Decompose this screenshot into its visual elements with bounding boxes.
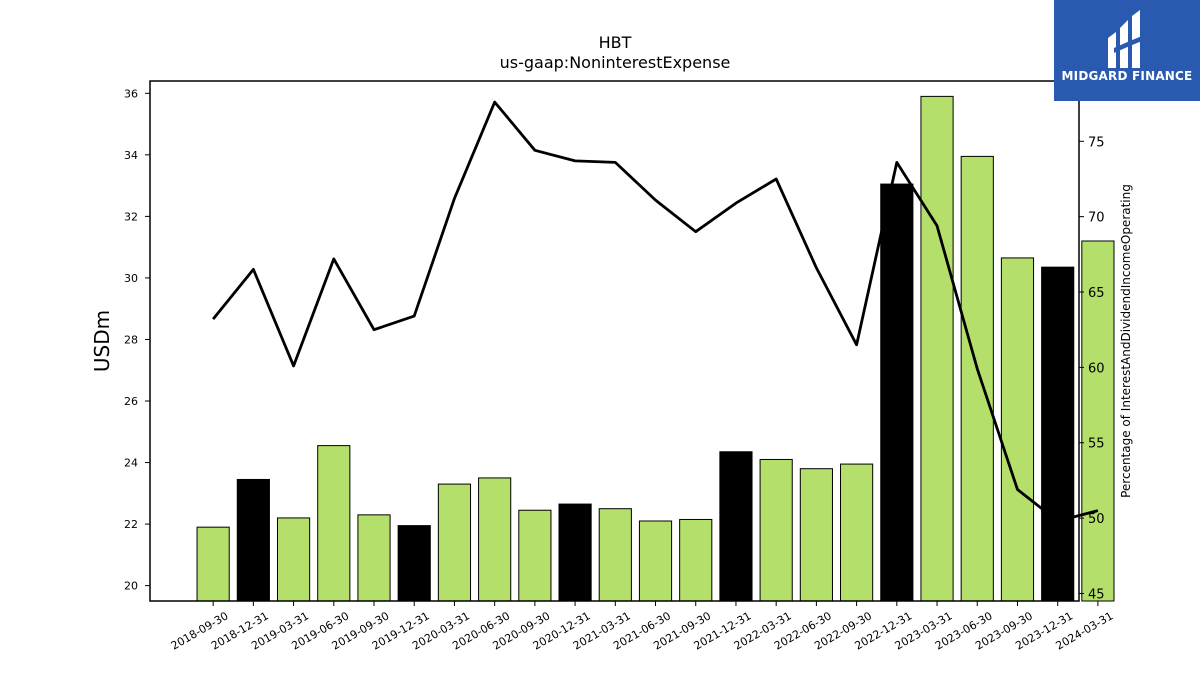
brand-name: MIDGARD FINANCE <box>1061 69 1193 83</box>
y2-axis-label: Percentage of InterestAndDividendIncomeO… <box>1119 184 1133 498</box>
bar <box>1081 240 1115 602</box>
bar <box>638 520 673 602</box>
bar <box>679 518 713 602</box>
bar <box>276 517 311 602</box>
y-tick-label: 32 <box>124 210 138 223</box>
bar <box>1000 257 1035 602</box>
bar <box>960 155 994 602</box>
bar <box>598 508 632 602</box>
bar <box>799 468 833 602</box>
y-tick-label: 28 <box>124 333 138 346</box>
y2-tick-label: 55 <box>1088 437 1105 452</box>
y2-tick-label: 75 <box>1088 135 1105 150</box>
y-tick-label: 20 <box>124 580 138 593</box>
midgard-logo-icon <box>1108 10 1142 68</box>
bar <box>357 514 391 602</box>
y-tick-label: 24 <box>124 457 138 470</box>
bar <box>880 183 914 602</box>
y2-tick-label: 65 <box>1088 286 1105 301</box>
bar <box>759 458 793 602</box>
bar <box>920 95 954 602</box>
bar <box>437 483 472 602</box>
bar <box>840 463 874 602</box>
chart-subtitle: us-gaap:NoninterestExpense <box>500 53 731 72</box>
y2-tick-label: 70 <box>1088 211 1105 226</box>
y2-tick-label: 50 <box>1088 512 1105 527</box>
y-tick-label: 26 <box>124 395 138 408</box>
y-tick-label: 34 <box>124 149 138 162</box>
bar <box>518 509 552 602</box>
brand-logo: MIDGARD FINANCE <box>1054 0 1200 101</box>
y-tick-label: 30 <box>124 272 138 285</box>
bar <box>317 445 351 602</box>
y-tick-label: 22 <box>124 518 138 531</box>
bar <box>236 478 270 602</box>
bar <box>1041 266 1075 602</box>
bar <box>558 503 592 602</box>
bar <box>196 526 230 602</box>
bar <box>397 525 431 602</box>
bar <box>478 477 512 602</box>
y-axis-label: USDm <box>90 310 114 372</box>
series-line <box>212 100 1099 523</box>
y2-tick-label: 60 <box>1088 361 1105 376</box>
plot-frame <box>149 80 1080 602</box>
bar <box>719 451 753 602</box>
y-tick-label: 36 <box>124 87 138 100</box>
chart-title: HBT <box>599 33 632 52</box>
y2-tick-label: 45 <box>1088 587 1105 602</box>
